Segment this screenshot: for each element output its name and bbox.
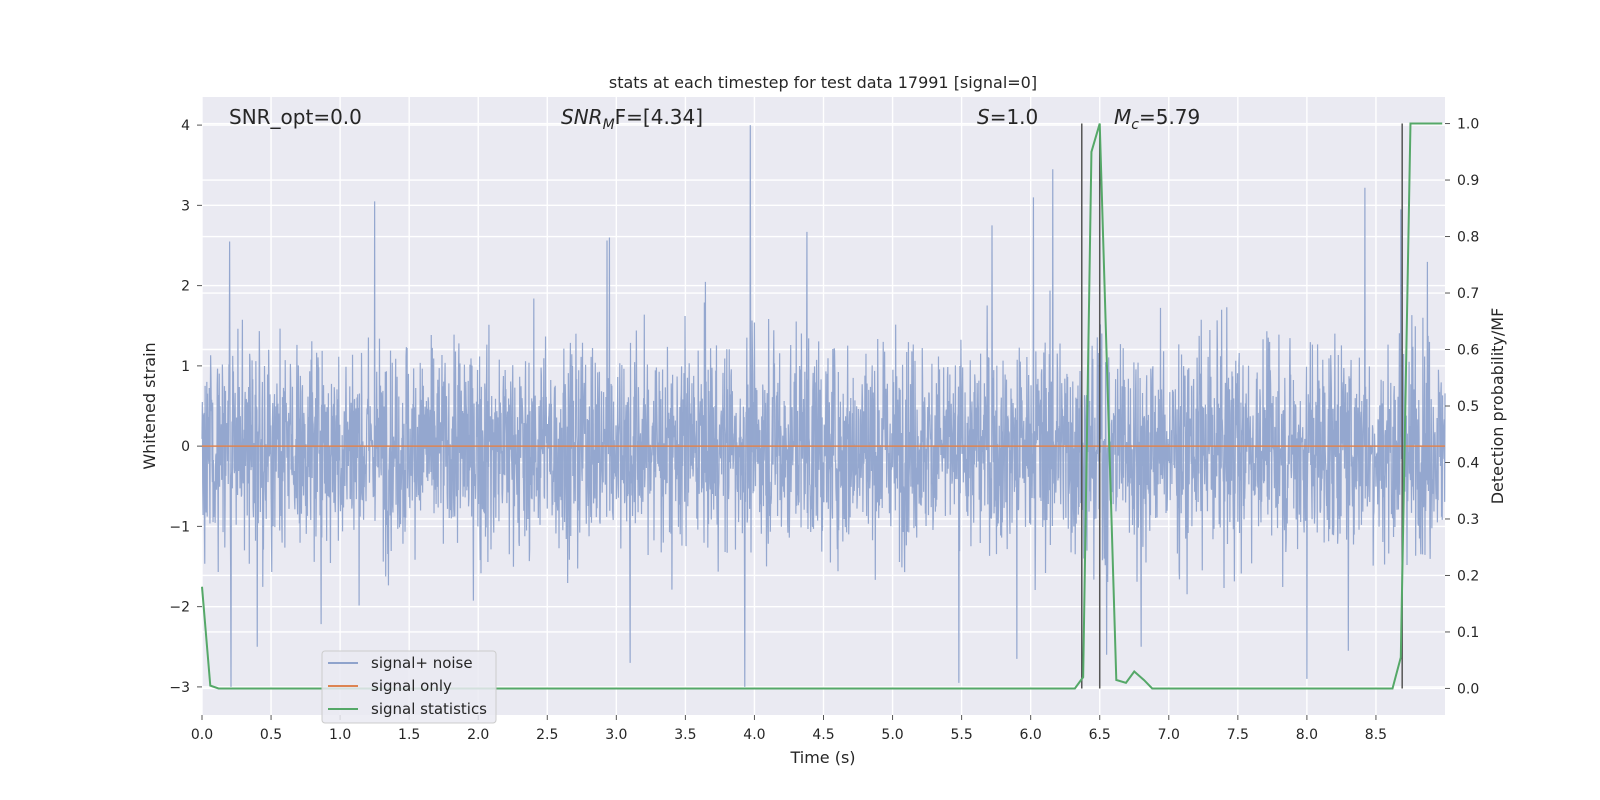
legend-label-signal-statistics: signal statistics [371, 700, 487, 718]
legend-label-signal-only: signal only [371, 677, 452, 695]
y2-tick-label-9: 0.9 [1457, 173, 1479, 189]
y-axis-title: Whitened strain [140, 342, 159, 469]
annotation-snr-mf: SNRMF=[4.34] [561, 105, 703, 133]
series-signal-plus-noise [201, 125, 1446, 687]
y-tick-label-2: −1 [169, 519, 190, 535]
annotation-s: S=1.0 [977, 105, 1038, 129]
y-tick-label-3: 0 [181, 439, 190, 455]
y-axis-left: −3 −2 −1 0 1 2 3 4 [169, 118, 202, 696]
x-tick-label-17: 8.5 [1365, 727, 1387, 743]
y2-tick-label-4: 0.4 [1457, 455, 1479, 471]
x-tick-label-15: 7.5 [1227, 727, 1249, 743]
x-tick-label-6: 3.0 [605, 727, 627, 743]
y2-tick-label-7: 0.7 [1457, 286, 1479, 302]
trace-signal-statistics [201, 122, 1443, 690]
x-tick-label-5: 2.5 [536, 727, 558, 743]
legend: signal+ noise signal only signal statist… [321, 650, 497, 724]
y2-tick-label-8: 0.8 [1457, 230, 1479, 246]
annotation-mc-rest: =5.79 [1139, 105, 1200, 129]
legend-label-signal-noise: signal+ noise [371, 654, 473, 672]
x-tick-label-8: 4.0 [743, 727, 765, 743]
x-axis: 0.0 0.5 1.0 1.5 2.0 2.5 3.0 3.5 4.0 4.5 5.0 5.5 6.0 6… [191, 715, 1387, 743]
trace-signal-plus-noise [201, 125, 1446, 687]
x-tick-label-14: 7.0 [1158, 727, 1180, 743]
series-signal-statistics [201, 122, 1443, 690]
y2-tick-label-2: 0.2 [1457, 568, 1479, 584]
y-axis-right: 0.0 0.1 0.2 0.3 0.4 0.5 0.6 0.7 0.8 0.9 1.0 [1445, 117, 1479, 697]
y2-tick-label-6: 0.6 [1457, 343, 1479, 359]
annotation-mc: Mc=5.79 [1114, 105, 1200, 133]
annotation-snr-opt: SNR_opt=0.0 [229, 105, 362, 129]
x-tick-label-7: 3.5 [674, 727, 696, 743]
x-tick-label-11: 5.5 [950, 727, 972, 743]
chart-title: stats at each timestep for test data 179… [609, 73, 1037, 92]
x-tick-label-12: 6.0 [1020, 727, 1042, 743]
annotation-mc-sub: c [1131, 117, 1139, 133]
annotation-mc-main: M [1114, 105, 1131, 129]
x-tick-label-1: 0.5 [260, 727, 282, 743]
y-tick-label-0: −3 [169, 680, 190, 696]
annotation-s-rest: =1.0 [990, 105, 1039, 129]
y-tick-label-7: 4 [181, 118, 190, 134]
annotation-snr-mf-main: SNR [561, 105, 603, 129]
annotation-snr-mf-rest: F=[4.34] [615, 105, 703, 129]
x-tick-label-2: 1.0 [329, 727, 351, 743]
y2-tick-label-1: 0.1 [1457, 625, 1479, 641]
x-tick-label-13: 6.5 [1089, 727, 1111, 743]
x-tick-label-3: 1.5 [398, 727, 420, 743]
y2-tick-label-3: 0.3 [1457, 512, 1479, 528]
y2-axis-title: Detection probability/MF [1488, 308, 1507, 505]
y-tick-label-4: 1 [181, 359, 190, 375]
y2-tick-label-10: 1.0 [1457, 117, 1479, 133]
legend-box [321, 650, 497, 724]
y-tick-label-6: 3 [181, 198, 190, 214]
x-tick-label-0: 0.0 [191, 727, 213, 743]
x-tick-label-9: 4.5 [812, 727, 834, 743]
annotation-s-main: S [977, 105, 990, 129]
x-axis-title: Time (s) [789, 748, 855, 767]
x-tick-label-16: 8.0 [1296, 727, 1318, 743]
y2-tick-label-5: 0.5 [1457, 399, 1479, 415]
y-tick-label-1: −2 [169, 600, 190, 616]
y-tick-label-5: 2 [181, 279, 190, 295]
annotation-snr-mf-sub: M [603, 117, 615, 133]
x-tick-label-10: 5.0 [881, 727, 903, 743]
x-tick-label-4: 2.0 [467, 727, 489, 743]
y2-tick-label-0: 0.0 [1457, 681, 1479, 697]
